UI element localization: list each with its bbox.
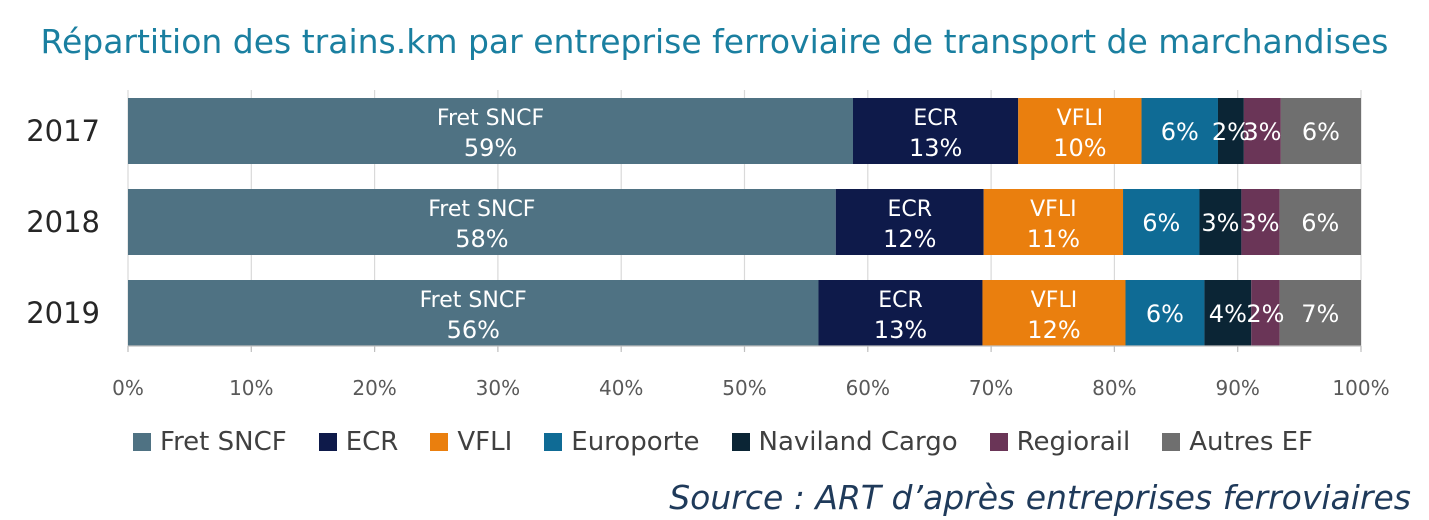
bar-segment bbox=[1018, 98, 1142, 164]
x-tick-label: 10% bbox=[229, 376, 273, 400]
legend-item: Naviland Cargo bbox=[731, 427, 958, 457]
data-label: 3% bbox=[1243, 118, 1281, 146]
legend-label: Autres EF bbox=[1189, 427, 1314, 457]
legend-item: VFLI bbox=[430, 427, 512, 457]
data-label: 2% bbox=[1246, 300, 1284, 328]
data-label: 11% bbox=[1027, 225, 1080, 253]
segment-name-label: ECR bbox=[878, 288, 923, 313]
data-label: 12% bbox=[1027, 316, 1080, 344]
x-tick-label: 70% bbox=[969, 376, 1013, 400]
axis-layer: 0% 10% 20% 30% 40% 50% 60% 70% 80% 90% 100% 2017 201… bbox=[26, 114, 1389, 400]
segment-name-label: VFLI bbox=[1031, 288, 1077, 313]
bar-segment bbox=[1125, 280, 1205, 346]
bar-segment bbox=[1280, 98, 1361, 164]
data-label: 6% bbox=[1142, 209, 1180, 237]
data-label: 13% bbox=[909, 134, 962, 162]
bar-segment bbox=[983, 189, 1124, 255]
data-label: 3% bbox=[1241, 209, 1279, 237]
chart-title: Répartition des trains.km par entreprise… bbox=[40, 22, 1389, 61]
legend-swatch bbox=[133, 433, 151, 451]
legend-label: ECR bbox=[345, 427, 399, 457]
x-tick-label: 30% bbox=[476, 376, 520, 400]
segment-name-label: Fret SNCF bbox=[428, 197, 535, 222]
data-label: 6% bbox=[1146, 300, 1184, 328]
legend-swatch bbox=[544, 433, 563, 451]
source-note: Source : ART d’après entreprises ferrovi… bbox=[669, 478, 1411, 517]
x-tick-label: 20% bbox=[352, 376, 396, 400]
legend-swatch bbox=[318, 433, 337, 451]
legend-label: Europorte bbox=[571, 427, 700, 457]
legend-item: Regiorail bbox=[989, 427, 1131, 457]
data-label: 2% bbox=[1212, 118, 1250, 146]
data-label: 12% bbox=[883, 225, 936, 253]
legend-item: Europorte bbox=[544, 427, 700, 457]
data-label: 4% bbox=[1209, 300, 1247, 328]
bar-segment bbox=[853, 98, 1019, 164]
bar-segment bbox=[1241, 189, 1280, 255]
data-label: 59% bbox=[464, 134, 517, 162]
x-tick-label: 60% bbox=[846, 376, 890, 400]
bar-segment bbox=[1204, 280, 1252, 346]
bar-segment bbox=[835, 189, 984, 255]
x-tick-label: 40% bbox=[599, 376, 643, 400]
legend-label: Regiorail bbox=[1016, 427, 1131, 457]
data-label: 7% bbox=[1301, 300, 1339, 328]
legend-item: ECR bbox=[318, 427, 399, 457]
bar-segment bbox=[1279, 280, 1361, 346]
bar-segment bbox=[982, 280, 1126, 346]
bar-segment bbox=[128, 98, 854, 164]
bar-segment bbox=[1217, 98, 1244, 164]
bar-segment bbox=[1251, 280, 1280, 346]
legend-item: Fret SNCF bbox=[133, 427, 287, 457]
legend-swatch bbox=[731, 433, 750, 451]
bar-segment bbox=[128, 280, 819, 346]
bar-segment bbox=[1123, 189, 1200, 255]
bar-segment bbox=[128, 189, 836, 255]
data-label: 13% bbox=[874, 316, 927, 344]
bar-segment bbox=[1141, 98, 1218, 164]
data-label: 58% bbox=[455, 225, 508, 253]
data-label: 56% bbox=[447, 316, 500, 344]
segment-name-label: Fret SNCF bbox=[437, 106, 544, 131]
legend-swatch bbox=[989, 433, 1008, 451]
legend-label: Naviland Cargo bbox=[758, 427, 958, 457]
segment-name-label: ECR bbox=[913, 106, 958, 131]
segment-name-label: Fret SNCF bbox=[420, 288, 527, 313]
legend-label: VFLI bbox=[457, 427, 513, 457]
x-tick-label: 90% bbox=[1215, 376, 1259, 400]
x-tick-label: 100% bbox=[1332, 376, 1389, 400]
bar-segment bbox=[818, 280, 983, 346]
data-label: 6% bbox=[1161, 118, 1199, 146]
legend-label: Fret SNCF bbox=[160, 427, 287, 457]
bars-layer bbox=[128, 98, 1361, 346]
segment-name-label: VFLI bbox=[1057, 106, 1103, 131]
bar-segment bbox=[1279, 189, 1361, 255]
segment-name-label: VFLI bbox=[1030, 197, 1076, 222]
x-tick-label: 80% bbox=[1092, 376, 1136, 400]
data-label: 10% bbox=[1053, 134, 1106, 162]
legend-swatch bbox=[430, 433, 449, 451]
data-label: 6% bbox=[1301, 209, 1339, 237]
legend: Fret SNCF ECR VFLI Europorte Naviland Cargo R… bbox=[133, 425, 1345, 459]
data-label: 3% bbox=[1201, 209, 1239, 237]
x-tick-label: 50% bbox=[722, 376, 766, 400]
legend-swatch bbox=[1162, 433, 1181, 451]
data-label: 6% bbox=[1302, 118, 1340, 146]
category-label: 2017 bbox=[26, 114, 100, 148]
category-label: 2019 bbox=[26, 296, 100, 330]
category-label: 2018 bbox=[26, 205, 100, 239]
bar-segment bbox=[1243, 98, 1281, 164]
segment-name-label: ECR bbox=[887, 197, 932, 222]
x-tick-label: 0% bbox=[112, 376, 144, 400]
bar-segment bbox=[1199, 189, 1242, 255]
legend-item: Autres EF bbox=[1162, 427, 1313, 457]
